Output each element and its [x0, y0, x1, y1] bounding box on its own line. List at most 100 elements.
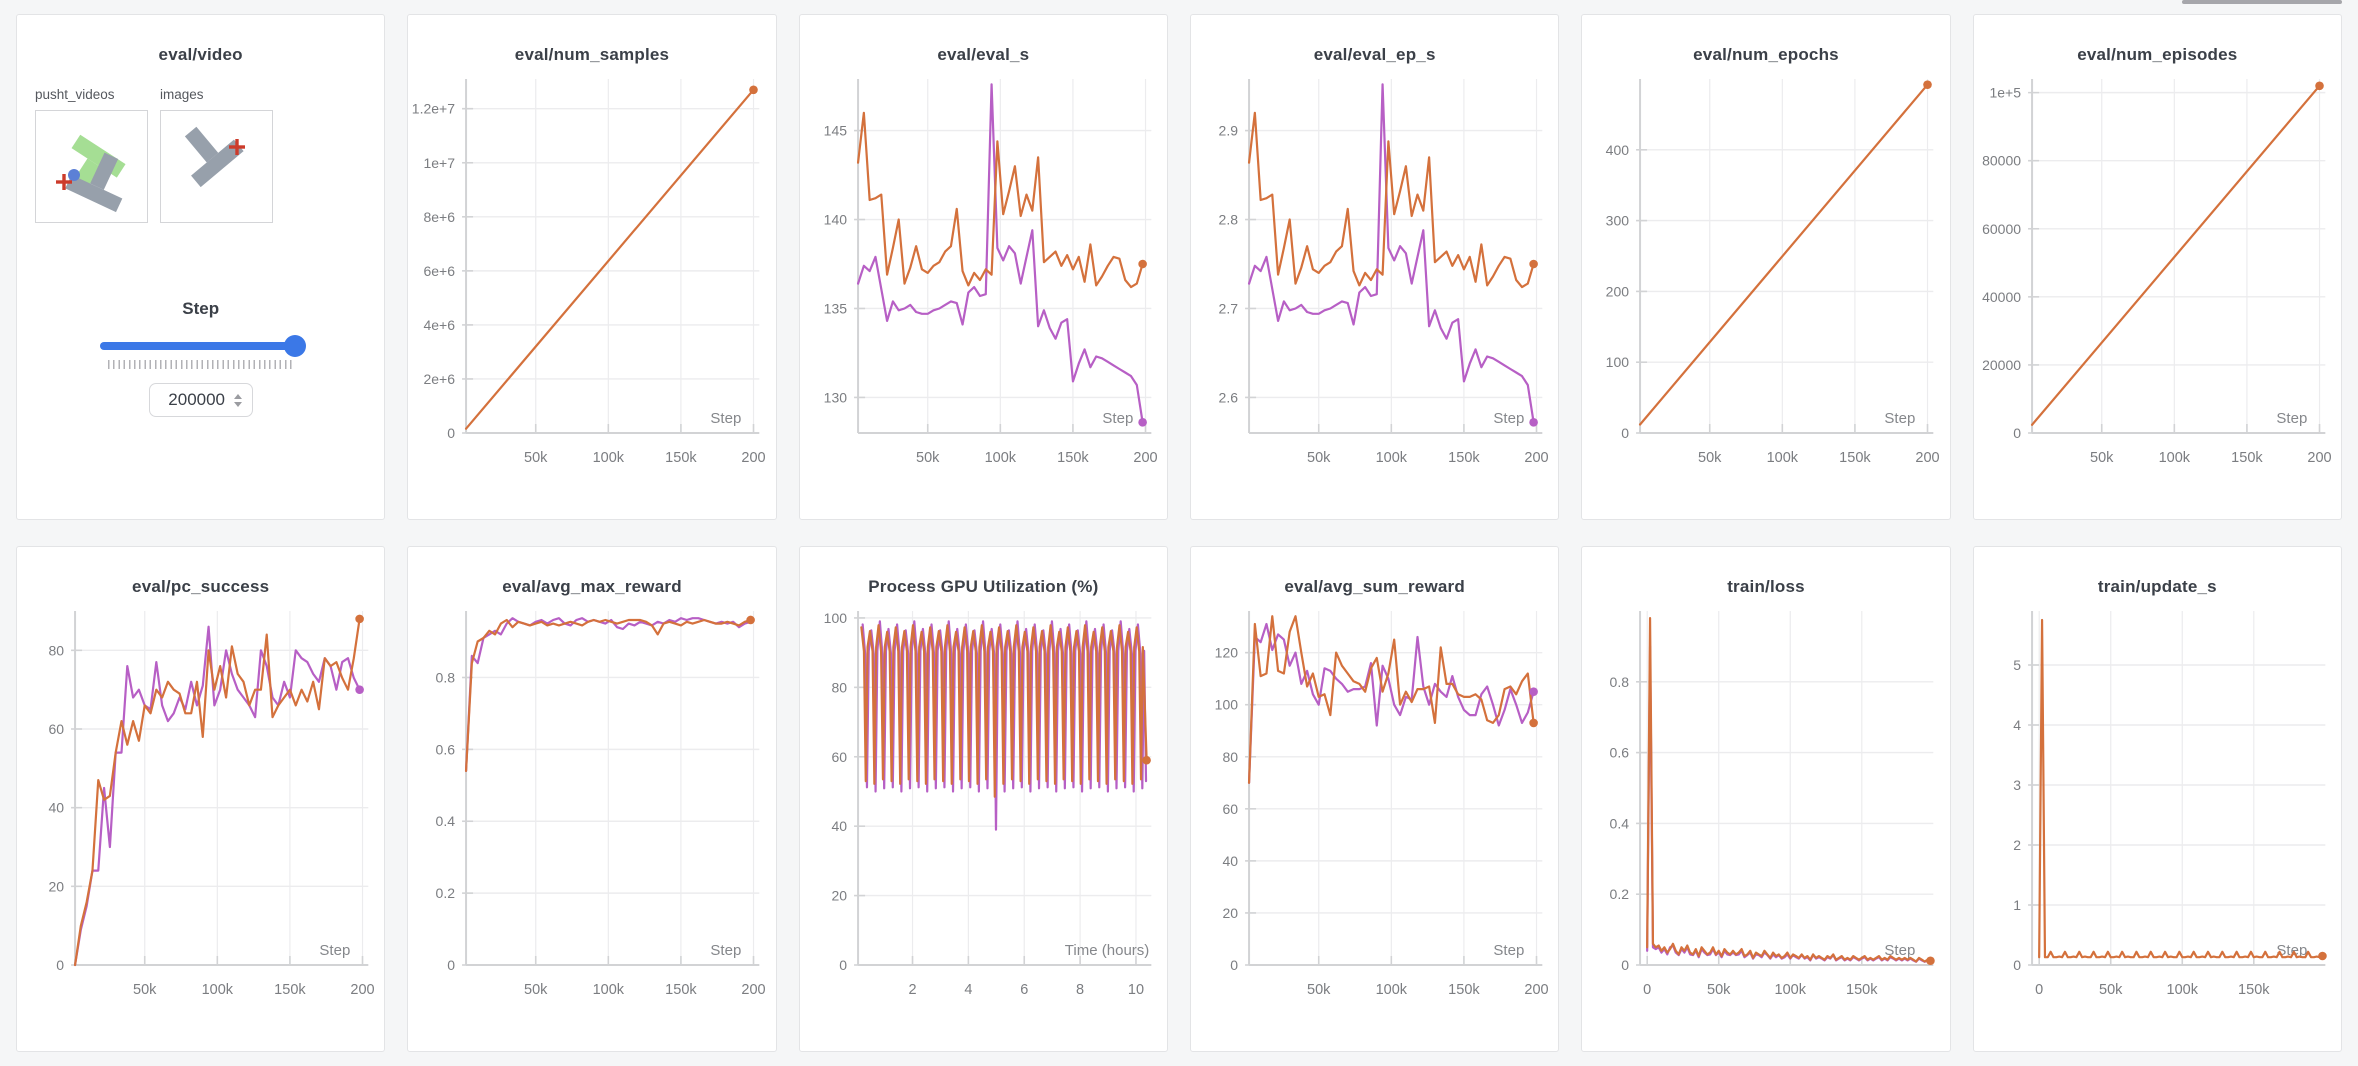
x-tick-label: 100k [1775, 982, 1807, 998]
chart-title: eval/num_epochs [1693, 45, 1839, 64]
x-tick-label: 150k [2238, 982, 2270, 998]
chart-eval-eval-s[interactable]: 130 135 140 145 50k 100k 150k 200 Step [800, 71, 1167, 491]
y-tick-label: 1e+5 [1989, 85, 2021, 101]
chart-eval-num-epochs[interactable]: 0 100 200 300 400 50k 100k 150k 200 Step [1582, 71, 1949, 491]
x-tick-label: 200 [1133, 450, 1157, 466]
series-line-orange [2030, 84, 2321, 426]
chart-title: eval/eval_s [937, 45, 1030, 64]
x-axis-label: Step [1102, 410, 1133, 427]
series-end-dot [1137, 259, 1147, 269]
chart-eval-avg-max-reward[interactable]: 0 0.2 0.4 0.6 0.8 50k 100k 150k 200 Step [408, 603, 775, 1023]
chart-train-update-s[interactable]: 0 1 2 3 4 5 0 50k 100k 150k Step [1974, 603, 2341, 1023]
y-tick-label: 60 [1222, 801, 1238, 817]
series-end-dot [1137, 418, 1147, 427]
x-tick-label: 100k [202, 982, 234, 998]
step-slider-thumb[interactable] [283, 335, 306, 357]
step-value-input[interactable] [165, 390, 228, 410]
x-tick-label: 100k [2166, 982, 2198, 998]
x-tick-label: 150k [666, 982, 698, 998]
y-tick-label: 40 [1222, 853, 1238, 869]
x-tick-label: 50k [133, 982, 157, 998]
y-tick-label: 0.6 [1610, 745, 1630, 761]
chart-title: Process GPU Utilization (%) [868, 577, 1099, 596]
series-end-dot [1529, 687, 1538, 696]
x-axis-label: Step [1493, 410, 1524, 427]
chart-title: eval/avg_max_reward [502, 577, 682, 596]
chart-eval-num-episodes[interactable]: 0 20000 40000 60000 80000 1e+5 50k 100k 150k 200 S… [1974, 71, 2341, 491]
panel-eval-avg-max-reward: eval/avg_max_reward 0 0.2 0.4 0.6 0.8 50k 100k 1… [407, 546, 777, 1052]
x-tick-label: 150k [1448, 450, 1480, 466]
y-tick-label: 100 [823, 610, 847, 626]
series-end-dot [749, 85, 759, 95]
y-tick-label: 60000 [1982, 221, 2021, 237]
series-end-dot [355, 614, 364, 624]
x-tick-label: 150k [1840, 450, 1872, 466]
x-tick-label: 200 [1524, 450, 1548, 466]
y-tick-label: 400 [1606, 142, 1630, 158]
y-tick-label: 6e+6 [424, 263, 456, 279]
series-end-dot [1926, 956, 1936, 966]
series-end-dot [355, 685, 364, 694]
x-tick-label: 50k [2090, 450, 2114, 466]
y-tick-label: 1.2e+7 [412, 101, 455, 117]
chart-eval-eval-ep-s[interactable]: 2.6 2.7 2.8 2.9 50k 100k 150k 200 Step [1191, 71, 1558, 491]
y-tick-label: 120 [1215, 645, 1239, 661]
y-tick-label: 0 [2013, 957, 2021, 973]
x-tick-label: 50k [1307, 982, 1331, 998]
y-tick-label: 40 [48, 800, 64, 816]
x-tick-label: 200 [350, 982, 374, 998]
media-figure-pusht-videos: pusht_videos [35, 87, 148, 223]
series-end-dot [1529, 259, 1538, 269]
x-tick-label: 8 [1076, 982, 1084, 998]
horizontal-scrollbar[interactable] [2182, 0, 2342, 4]
y-tick-label: 100 [1606, 354, 1630, 370]
x-tick-label: 200 [1916, 450, 1940, 466]
x-tick-label: 50k [524, 982, 548, 998]
series-line-orange [465, 88, 755, 430]
step-slider-track[interactable] [99, 342, 302, 350]
y-tick-label: 5 [2013, 657, 2021, 673]
series-line-orange [2037, 618, 2324, 959]
y-tick-label: 0 [448, 957, 456, 973]
y-tick-label: 0 [1622, 425, 1630, 441]
y-tick-label: 0 [448, 425, 456, 441]
x-tick-label: 200 [2307, 450, 2331, 466]
chart-eval-avg-sum-reward[interactable]: 0 20 40 60 80 100 120 50k 100k 150k 200 Step [1191, 603, 1558, 1023]
x-axis-label: Step [1885, 942, 1916, 959]
x-tick-label: 50k [2099, 982, 2123, 998]
x-tick-label: 100k [984, 450, 1016, 466]
y-tick-label: 80 [1222, 749, 1238, 765]
y-tick-label: 1e+7 [424, 155, 456, 171]
panel-process-gpu-utilization: Process GPU Utilization (%) 0 20 40 60 80 100 2… [798, 546, 1168, 1052]
y-tick-label: 8e+6 [424, 209, 456, 225]
step-decrement-icon[interactable] [233, 401, 242, 407]
images-thumbnail[interactable] [160, 110, 273, 223]
chart-process-gpu-utilization[interactable]: 0 20 40 60 80 100 2 4 6 8 10 Time (hours) [800, 603, 1167, 1023]
y-tick-label: 40 [831, 818, 847, 834]
x-tick-label: 150k [2231, 450, 2263, 466]
y-tick-label: 3 [2013, 777, 2021, 793]
pusht-scene-icon [56, 134, 126, 213]
chart-eval-num-samples[interactable]: 0 2e+6 4e+6 6e+6 8e+6 1e+7 1.2e+7 50k 100k 150k 20… [408, 71, 775, 491]
x-axis-label: Step [2276, 410, 2307, 427]
step-increment-icon[interactable] [233, 393, 242, 399]
y-tick-label: 4 [2013, 717, 2021, 733]
x-tick-label: 100k [593, 450, 625, 466]
y-tick-label: 0 [1622, 957, 1630, 973]
chart-train-loss[interactable]: 0 0.2 0.4 0.6 0.8 0 50k 100k 150k Step [1582, 603, 1949, 1023]
media-caption: pusht_videos [35, 87, 115, 102]
y-tick-label: 40000 [1982, 289, 2021, 305]
y-tick-label: 135 [823, 300, 847, 316]
chart-eval-pc-success[interactable]: 0 20 40 60 80 50k 100k 150k 200 Step [17, 603, 384, 1023]
y-tick-label: 0 [2013, 425, 2021, 441]
y-tick-label: 0.8 [1610, 674, 1630, 690]
y-tick-label: 0.4 [1610, 815, 1630, 831]
y-tick-label: 300 [1606, 213, 1630, 229]
series-end-dot [746, 615, 756, 625]
panel-eval-eval-ep-s: eval/eval_ep_s 2.6 2.7 2.8 2.9 50k 100k 150k 200… [1190, 14, 1560, 520]
pusht-video-thumbnail[interactable] [35, 110, 148, 223]
y-tick-label: 60 [831, 749, 847, 765]
step-slider-ticks [107, 360, 294, 369]
x-tick-label: 150k [1448, 982, 1480, 998]
panel-eval-num-epochs: eval/num_epochs 0 100 200 300 400 50k 100k 150k 2… [1581, 14, 1951, 520]
